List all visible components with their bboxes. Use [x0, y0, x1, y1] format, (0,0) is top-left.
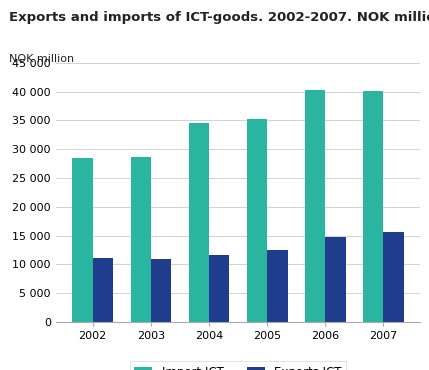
- Bar: [363, 91, 384, 322]
- Bar: [305, 90, 325, 322]
- Bar: [384, 232, 404, 322]
- Text: Exports and imports of ICT-goods. 2002-2007. NOK million: Exports and imports of ICT-goods. 2002-2…: [9, 11, 429, 24]
- Bar: [73, 158, 93, 322]
- Bar: [267, 250, 287, 322]
- Bar: [93, 258, 113, 322]
- Bar: [209, 255, 230, 322]
- Bar: [325, 237, 346, 322]
- Bar: [130, 157, 151, 322]
- Text: NOK million: NOK million: [9, 54, 74, 64]
- Bar: [189, 123, 209, 322]
- Bar: [151, 259, 171, 322]
- Legend: Import ICT, Exports ICT: Import ICT, Exports ICT: [130, 361, 347, 370]
- Bar: [247, 119, 267, 322]
